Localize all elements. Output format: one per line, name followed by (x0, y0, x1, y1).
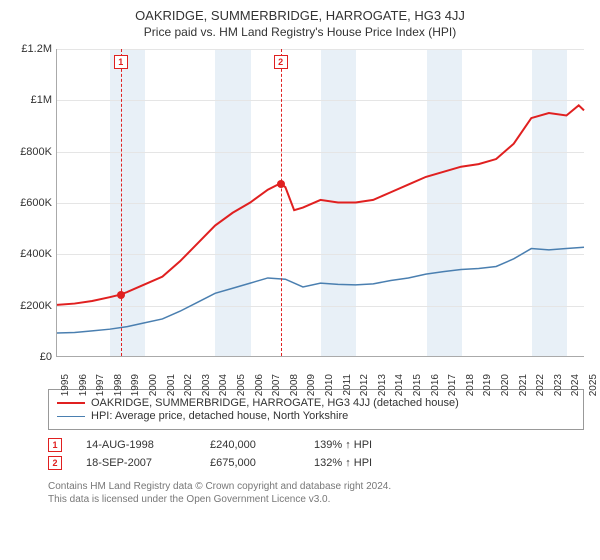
x-axis-label: 2018 (465, 374, 476, 396)
x-axis-label: 2005 (236, 374, 247, 396)
x-axis-label: 2014 (394, 374, 405, 396)
x-axis-label: 2000 (148, 374, 159, 396)
y-axis-label: £200K (12, 300, 52, 312)
sale-marker-1: 1 (114, 55, 128, 69)
x-axis-label: 2010 (324, 374, 335, 396)
sale-price: £240,000 (210, 439, 290, 451)
x-axis-label: 2004 (218, 374, 229, 396)
x-axis-label: 2015 (412, 374, 423, 396)
footer-line: This data is licensed under the Open Gov… (48, 493, 588, 506)
x-axis-label: 2023 (553, 374, 564, 396)
x-axis-label: 2011 (342, 374, 353, 396)
sale-row: 2 18-SEP-2007 £675,000 132% ↑ HPI (48, 456, 588, 470)
x-axis-label: 2019 (482, 374, 493, 396)
sale-date: 18-SEP-2007 (86, 457, 186, 469)
price-chart: £0£200K£400K£600K£800K£1M£1.2M 12 199519… (12, 45, 588, 385)
sale-marker-badge: 1 (48, 438, 62, 452)
chart-title: OAKRIDGE, SUMMERBRIDGE, HARROGATE, HG3 4… (12, 8, 588, 23)
legend-item: HPI: Average price, detached house, Nort… (57, 410, 575, 422)
sale-dot (277, 180, 285, 188)
x-axis-label: 2017 (447, 374, 458, 396)
x-axis-label: 2025 (588, 374, 599, 396)
series-line (57, 105, 584, 305)
legend-item: OAKRIDGE, SUMMERBRIDGE, HARROGATE, HG3 4… (57, 397, 575, 409)
footer-attribution: Contains HM Land Registry data © Crown c… (48, 480, 588, 506)
sale-marker-badge: 2 (48, 456, 62, 470)
sale-marker-2: 2 (274, 55, 288, 69)
y-axis-label: £0 (12, 351, 52, 363)
x-axis-label: 1998 (113, 374, 124, 396)
sales-table: 1 14-AUG-1998 £240,000 139% ↑ HPI 2 18-SEP-20… (48, 438, 588, 470)
chart-subtitle: Price paid vs. HM Land Registry's House … (12, 25, 588, 39)
x-axis-label: 1999 (130, 374, 141, 396)
y-axis-label: £800K (12, 146, 52, 158)
y-axis-label: £600K (12, 197, 52, 209)
footer-line: Contains HM Land Registry data © Crown c… (48, 480, 588, 493)
x-axis-label: 2001 (166, 374, 177, 396)
x-axis-label: 2007 (271, 374, 282, 396)
x-axis-label: 2012 (359, 374, 370, 396)
sale-row: 1 14-AUG-1998 £240,000 139% ↑ HPI (48, 438, 588, 452)
legend-label: HPI: Average price, detached house, Nort… (91, 410, 348, 422)
x-axis-label: 2024 (570, 374, 581, 396)
sale-dot (117, 291, 125, 299)
x-axis-label: 2022 (535, 374, 546, 396)
legend-swatch (57, 402, 85, 404)
sale-hpi: 139% ↑ HPI (314, 439, 372, 451)
sale-hpi: 132% ↑ HPI (314, 457, 372, 469)
y-axis-label: £1M (12, 94, 52, 106)
series-line (57, 247, 584, 333)
legend-label: OAKRIDGE, SUMMERBRIDGE, HARROGATE, HG3 4… (91, 397, 459, 409)
x-axis-label: 2016 (430, 374, 441, 396)
x-axis-label: 2020 (500, 374, 511, 396)
x-axis-label: 2003 (201, 374, 212, 396)
x-axis-label: 2002 (183, 374, 194, 396)
x-axis-label: 2013 (377, 374, 388, 396)
sale-date: 14-AUG-1998 (86, 439, 186, 451)
y-axis-label: £1.2M (12, 43, 52, 55)
x-axis-label: 2009 (306, 374, 317, 396)
sale-price: £675,000 (210, 457, 290, 469)
x-axis-label: 2008 (289, 374, 300, 396)
y-axis-label: £400K (12, 248, 52, 260)
legend-swatch (57, 416, 85, 417)
x-axis-label: 2021 (518, 374, 529, 396)
x-axis-label: 1997 (95, 374, 106, 396)
x-axis-label: 1995 (60, 374, 71, 396)
x-axis-label: 1996 (78, 374, 89, 396)
x-axis-label: 2006 (254, 374, 265, 396)
